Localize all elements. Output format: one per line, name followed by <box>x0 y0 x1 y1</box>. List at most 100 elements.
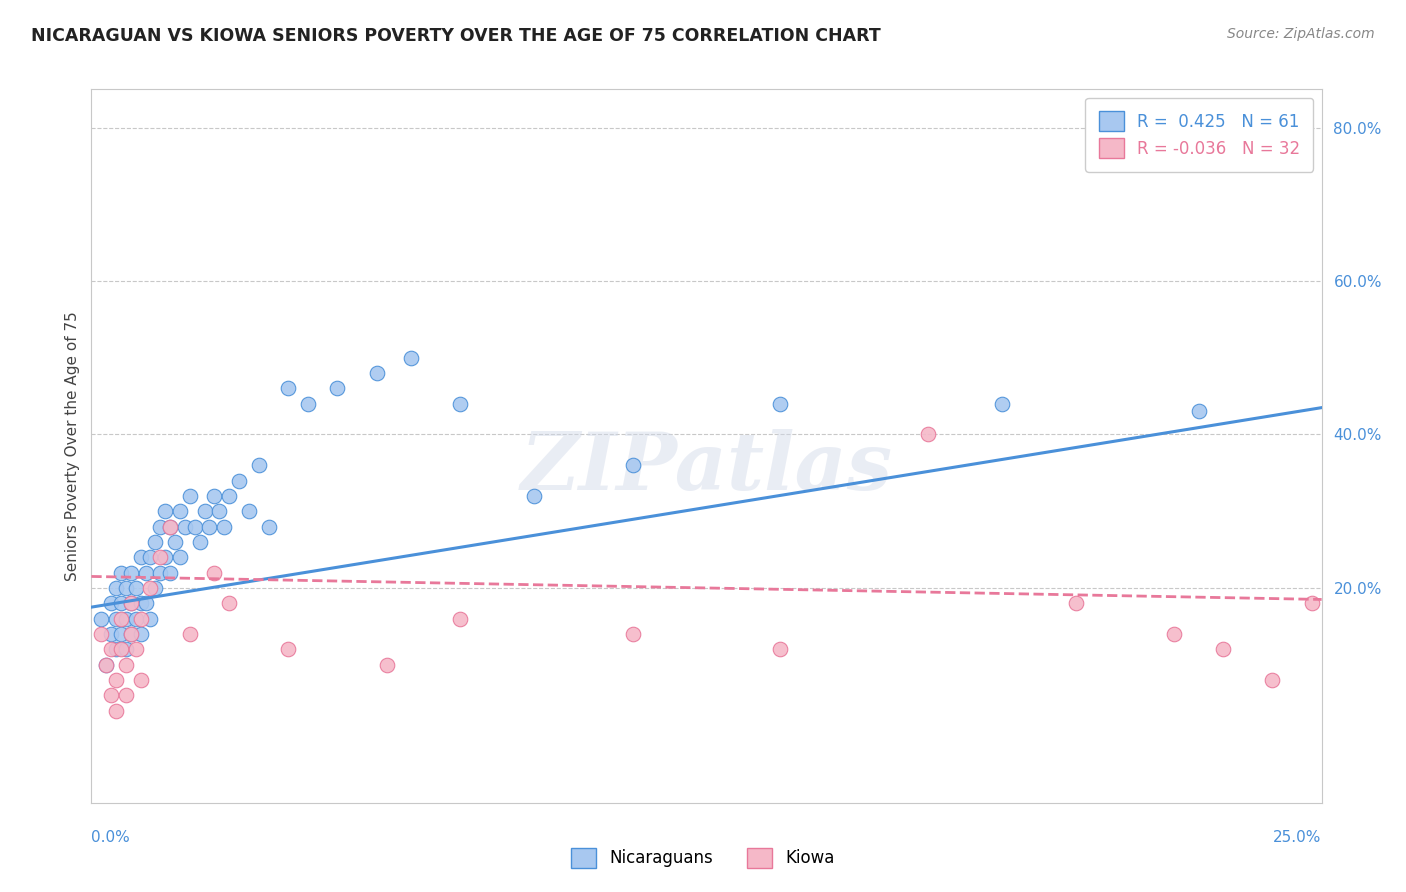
Point <box>198 519 221 533</box>
Point <box>100 689 122 703</box>
Point <box>247 458 270 473</box>
Point <box>110 596 132 610</box>
Point <box>163 535 186 549</box>
Point <box>218 489 240 503</box>
Point <box>124 581 146 595</box>
Point <box>129 550 152 565</box>
Point <box>145 581 166 595</box>
Point <box>149 519 172 533</box>
Point <box>114 689 138 703</box>
Point <box>135 596 156 610</box>
Point <box>1301 596 1323 610</box>
Point <box>208 504 231 518</box>
Point <box>129 627 152 641</box>
Point <box>228 474 250 488</box>
Point <box>120 596 142 610</box>
Point <box>120 627 142 641</box>
Point <box>135 566 156 580</box>
Point <box>129 596 152 610</box>
Point <box>326 381 349 395</box>
Point <box>183 519 207 533</box>
Point <box>100 642 122 657</box>
Point <box>277 642 299 657</box>
Point <box>100 596 122 610</box>
Point <box>621 627 644 641</box>
Point <box>153 550 177 565</box>
Point <box>1187 404 1209 418</box>
Point <box>145 535 166 549</box>
Point <box>169 550 191 565</box>
Point <box>114 581 138 595</box>
Point <box>114 642 138 657</box>
Point <box>1064 596 1087 610</box>
Point <box>202 489 225 503</box>
Point <box>149 566 172 580</box>
Point <box>96 657 117 672</box>
Legend: Nicaraguans, Kiowa: Nicaraguans, Kiowa <box>565 841 841 875</box>
Point <box>110 642 132 657</box>
Point <box>179 627 201 641</box>
Text: 25.0%: 25.0% <box>1274 830 1322 845</box>
Point <box>129 673 152 687</box>
Point <box>523 489 546 503</box>
Text: Source: ZipAtlas.com: Source: ZipAtlas.com <box>1227 27 1375 41</box>
Point <box>212 519 235 533</box>
Point <box>1212 642 1234 657</box>
Point <box>169 504 191 518</box>
Point <box>153 504 177 518</box>
Point <box>120 596 142 610</box>
Text: NICARAGUAN VS KIOWA SENIORS POVERTY OVER THE AGE OF 75 CORRELATION CHART: NICARAGUAN VS KIOWA SENIORS POVERTY OVER… <box>31 27 880 45</box>
Point <box>139 612 162 626</box>
Point <box>297 397 319 411</box>
Point <box>110 566 132 580</box>
Point <box>120 627 142 641</box>
Point <box>366 366 388 380</box>
Point <box>105 642 127 657</box>
Point <box>257 519 280 533</box>
Point <box>124 612 146 626</box>
Point <box>1163 627 1185 641</box>
Point <box>193 504 217 518</box>
Point <box>110 627 132 641</box>
Point <box>218 596 240 610</box>
Point <box>449 397 471 411</box>
Point <box>990 397 1012 411</box>
Point <box>110 612 132 626</box>
Point <box>114 657 138 672</box>
Point <box>1261 673 1284 687</box>
Point <box>159 519 181 533</box>
Point <box>174 519 197 533</box>
Point <box>621 458 644 473</box>
Point <box>105 673 127 687</box>
Point <box>90 627 112 641</box>
Point <box>277 381 299 395</box>
Y-axis label: Seniors Poverty Over the Age of 75: Seniors Poverty Over the Age of 75 <box>65 311 80 581</box>
Point <box>114 612 138 626</box>
Point <box>139 550 162 565</box>
Point <box>105 612 127 626</box>
Point <box>769 397 792 411</box>
Text: ZIPatlas: ZIPatlas <box>520 429 893 506</box>
Point <box>149 550 172 565</box>
Point <box>159 519 181 533</box>
Point <box>449 612 471 626</box>
Point <box>124 642 146 657</box>
Text: 0.0%: 0.0% <box>91 830 131 845</box>
Point <box>105 704 127 718</box>
Point <box>129 612 152 626</box>
Point <box>202 566 225 580</box>
Point <box>159 566 181 580</box>
Point <box>90 612 112 626</box>
Point <box>179 489 201 503</box>
Point <box>100 627 122 641</box>
Point <box>96 657 117 672</box>
Legend: R =  0.425   N = 61, R = -0.036   N = 32: R = 0.425 N = 61, R = -0.036 N = 32 <box>1085 97 1313 171</box>
Point <box>238 504 260 518</box>
Point <box>917 427 939 442</box>
Point <box>188 535 211 549</box>
Point <box>105 581 127 595</box>
Point <box>399 351 422 365</box>
Point <box>375 657 398 672</box>
Point <box>769 642 792 657</box>
Point <box>120 566 142 580</box>
